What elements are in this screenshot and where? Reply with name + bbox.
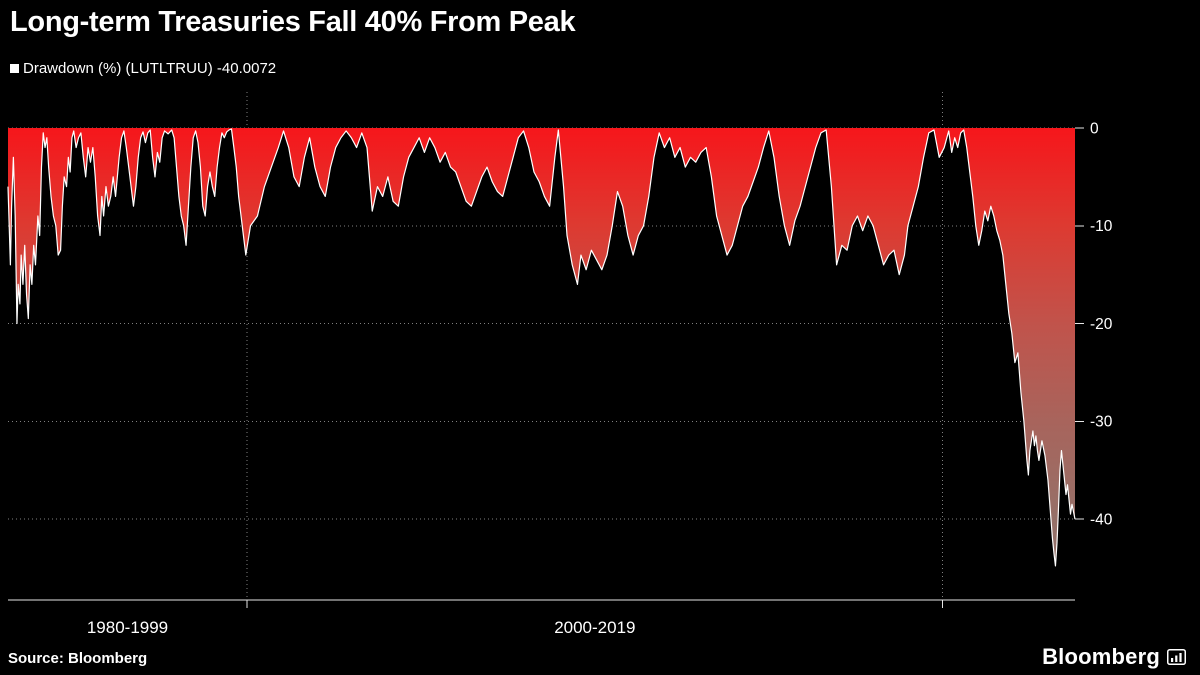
legend-marker-icon [10, 64, 19, 73]
legend-label: Drawdown (%) (LUTLTRUU) -40.0072 [23, 60, 277, 77]
y-axis-label: -20 [1090, 316, 1113, 333]
x-axis-label: 2000-2019 [554, 618, 635, 637]
legend: Drawdown (%) (LUTLTRUU) -40.0072 [10, 60, 276, 77]
x-axis-label: 1980-1999 [87, 618, 168, 637]
bloomberg-logo-text: Bloomberg [1042, 644, 1160, 669]
series-line [7, 128, 1076, 567]
bloomberg-logo: Bloomberg [1042, 644, 1186, 670]
y-axis-label: -30 [1090, 414, 1113, 431]
source-label: Source: Bloomberg [8, 650, 148, 667]
chart-title: Long-term Treasuries Fall 40% From Peak [10, 6, 576, 38]
y-axis-label: 0 [1090, 120, 1099, 137]
series-area [8, 128, 1075, 566]
y-axis-label: -10 [1090, 218, 1113, 235]
drawdown-area-chart: 1980-1999 2000-2019 0 -10 -20 -30 -40 [7, 92, 1113, 637]
y-axis-label: -40 [1090, 511, 1113, 528]
bloomberg-logo-icon [1167, 649, 1186, 665]
